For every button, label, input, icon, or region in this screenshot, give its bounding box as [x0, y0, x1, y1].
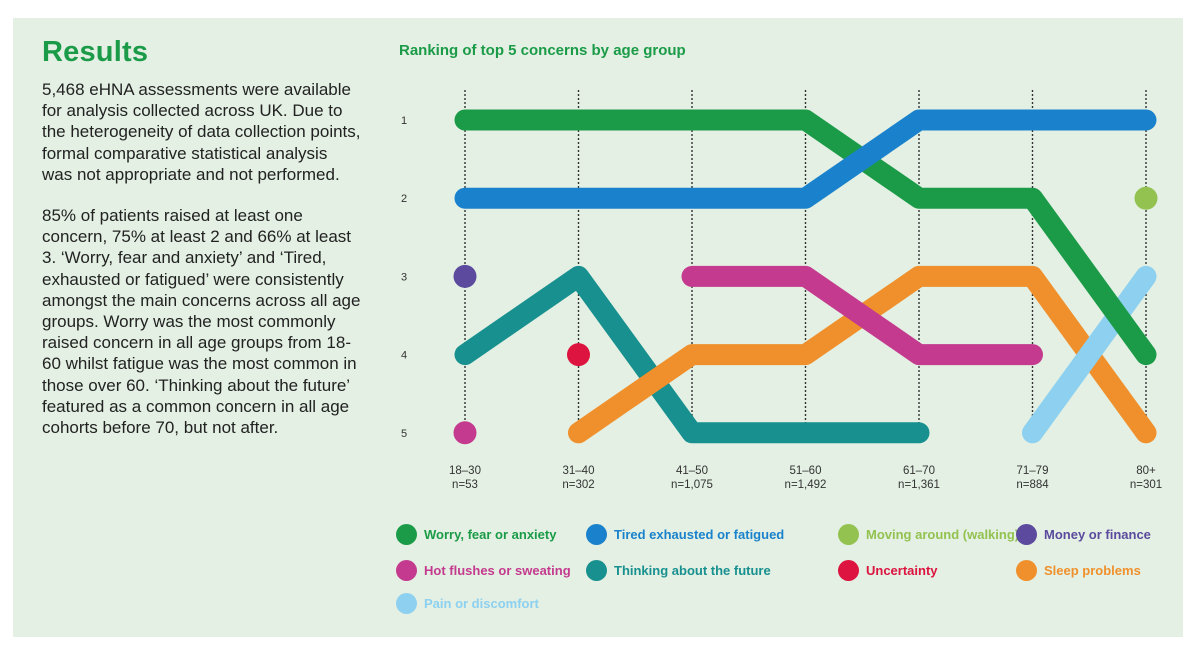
line-tired — [454, 109, 1157, 209]
line-hot — [681, 265, 1043, 366]
x-tick-age: 51–60 — [790, 465, 822, 477]
legend-item-money: Money or finance — [1016, 524, 1151, 545]
legend-item-moving: Moving around (walking) — [838, 524, 1019, 545]
legend-label: Worry, fear or anxiety — [424, 527, 557, 542]
x-tick-n: n=1,361 — [898, 479, 940, 491]
legend-swatch — [1016, 524, 1037, 545]
legend-label: Pain or discomfort — [424, 596, 539, 611]
legend-label: Hot flushes or sweating — [424, 563, 571, 578]
y-tick-rank: 2 — [401, 193, 407, 205]
line-worry — [454, 109, 1157, 366]
y-tick-rank: 1 — [401, 115, 407, 127]
x-tick-age: 41–50 — [676, 465, 708, 477]
x-tick-n: n=53 — [452, 479, 478, 491]
x-tick-age: 61–70 — [903, 465, 935, 477]
x-tick-age: 71–79 — [1017, 465, 1049, 477]
legend-item-sleep: Sleep problems — [1016, 560, 1141, 581]
y-tick-rank: 4 — [401, 350, 407, 362]
legend-swatch — [838, 524, 859, 545]
ranking-chart: 1 2 3 4 5 18–30 n=53 31–40 n=302 41–50 n=1,075 51–… — [401, 90, 1162, 491]
results-paragraph-2: 85% of patients raised at least one conc… — [42, 206, 361, 438]
point-moving — [1134, 186, 1158, 210]
legend-item-hot: Hot flushes or sweating — [396, 560, 571, 581]
chart-title: Ranking of top 5 concerns by age group — [399, 42, 686, 59]
x-tick-n: n=1,075 — [671, 479, 713, 491]
x-tick-n: n=302 — [562, 479, 594, 491]
legend-item-worry: Worry, fear or anxiety — [396, 524, 556, 545]
legend-swatch — [396, 560, 417, 581]
y-tick-rank: 3 — [401, 271, 407, 283]
legend-label: Thinking about the future — [614, 563, 771, 578]
legend-swatch — [396, 593, 417, 614]
legend-label: Moving around (walking) — [866, 527, 1020, 542]
series-lines — [454, 109, 1157, 444]
legend-label: Uncertainty — [866, 563, 938, 578]
x-tick-age: 31–40 — [563, 465, 595, 477]
rank-axis-labels: 1 2 3 4 5 — [401, 115, 407, 440]
legend-swatch — [396, 524, 417, 545]
x-tick-n: n=884 — [1016, 479, 1049, 491]
legend-swatch — [586, 560, 607, 581]
age-group-axis-labels: 18–30 n=53 31–40 n=302 41–50 n=1,075 51–60 n=1,… — [449, 465, 1162, 491]
legend-label: Money or finance — [1044, 527, 1151, 542]
legend-item-future: Thinking about the future — [586, 560, 771, 581]
x-tick-n: n=301 — [1130, 479, 1162, 491]
legend-swatch — [1016, 560, 1037, 581]
x-tick-age: 80+ — [1136, 465, 1156, 477]
point-uncertainty — [567, 343, 590, 367]
series-points — [453, 186, 1158, 445]
legend-label: Sleep problems — [1044, 563, 1141, 578]
point-money — [453, 264, 477, 288]
y-tick-rank: 5 — [401, 428, 407, 440]
legend-item-uncertainty: Uncertainty — [838, 560, 938, 581]
legend-swatch — [586, 524, 607, 545]
x-tick-age: 18–30 — [449, 465, 481, 477]
results-heading: Results — [42, 36, 149, 68]
results-paragraph-1: 5,468 eHNA assessments were available fo… — [42, 80, 361, 184]
legend-label: Tired exhausted or fatigued — [614, 527, 785, 542]
line-pain — [1022, 265, 1157, 444]
results-text-column: Results 5,468 eHNA assessments were avai… — [42, 36, 362, 458]
point-hot — [453, 421, 477, 445]
legend-swatch — [838, 560, 859, 581]
line-future — [454, 265, 930, 444]
legend-item-pain: Pain or discomfort — [396, 593, 539, 614]
x-tick-n: n=1,492 — [785, 479, 827, 491]
legend-item-tired: Tired exhausted or fatigued — [586, 524, 784, 545]
